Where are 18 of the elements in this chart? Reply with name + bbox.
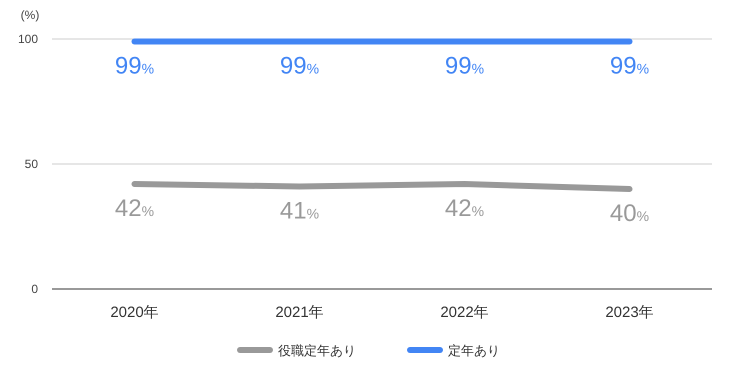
legend-label: 役職定年あり [278,343,356,358]
y-tick-label: 0 [31,282,38,296]
x-tick-label: 2020年 [110,304,159,321]
x-tick-label: 2023年 [605,304,654,321]
data-label: 99% [114,52,154,80]
data-label: 42% [114,195,154,222]
y-axis-title: (%) [20,8,40,22]
y-tick-label: 100 [18,32,38,46]
data-label: 41% [280,198,320,224]
y-tick-label: 50 [24,157,38,171]
data-label: 99% [280,52,320,80]
x-tick-label: 2022年 [440,304,489,321]
data-label: 42% [444,195,484,222]
legend-label: 定年あり [448,343,500,358]
data-label: 99% [610,52,650,80]
data-label: 40% [610,200,650,227]
x-tick-label: 2021年 [275,304,324,321]
data-label: 99% [444,52,484,80]
